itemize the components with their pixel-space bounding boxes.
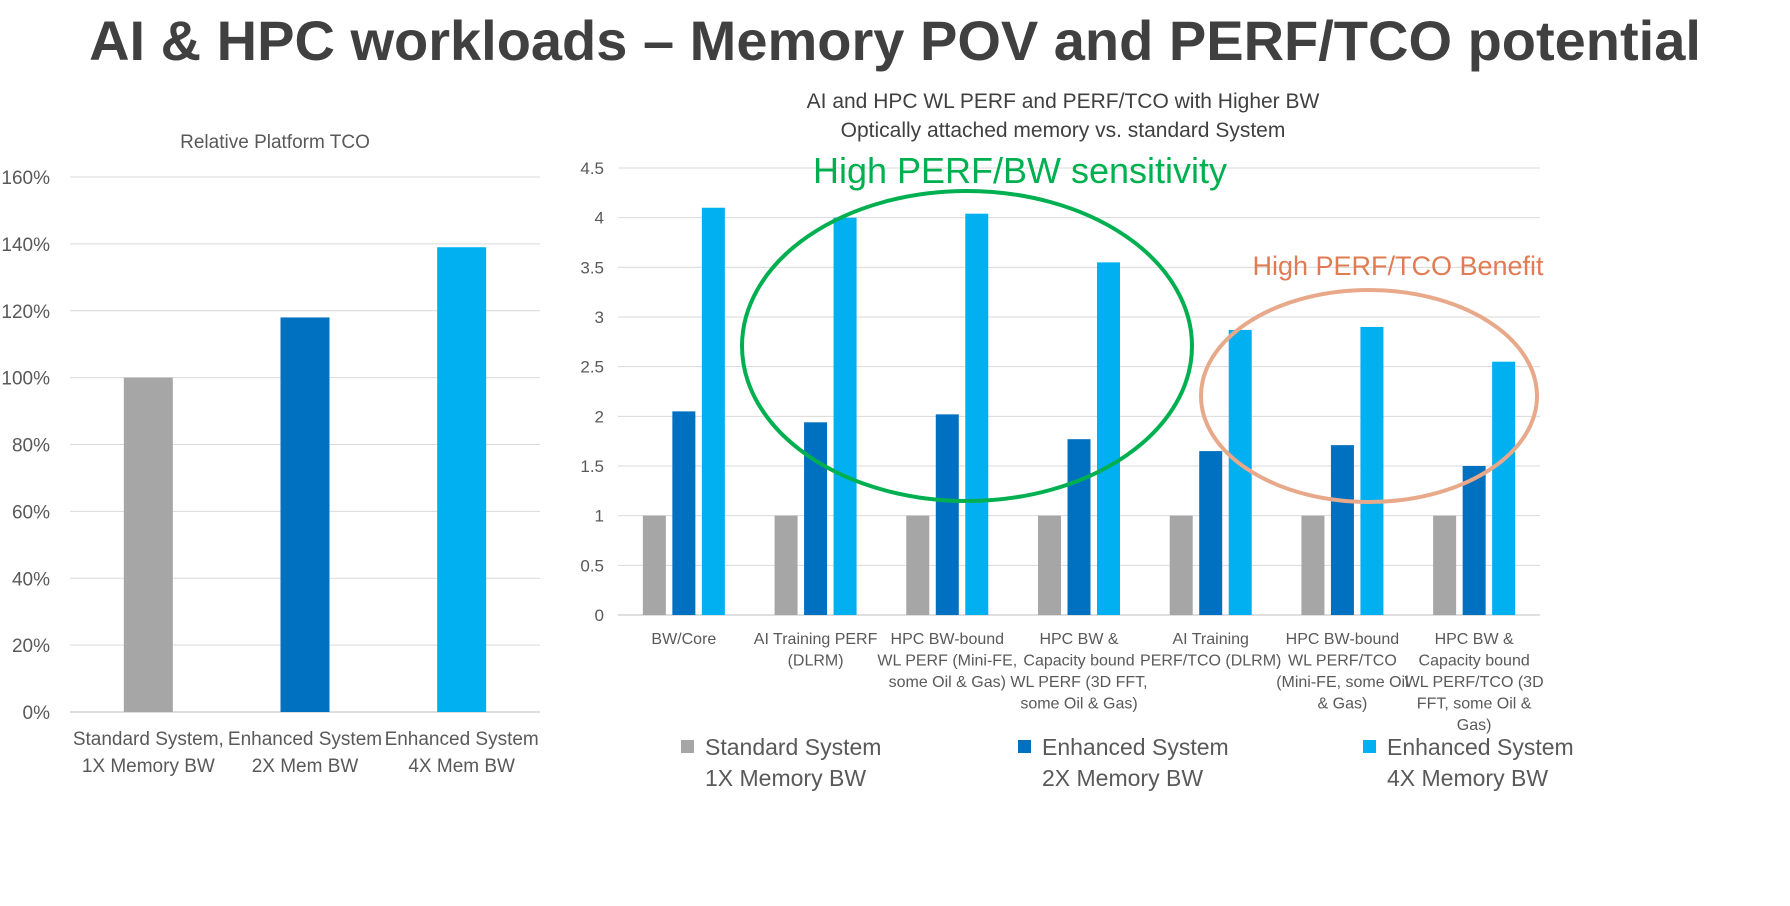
y-tick-label: 60% bbox=[12, 502, 50, 523]
bar bbox=[701, 207, 725, 615]
bar bbox=[1067, 439, 1091, 615]
bar bbox=[1301, 515, 1325, 615]
x-tick-label: 2X Mem BW bbox=[252, 756, 359, 777]
bar bbox=[1199, 451, 1223, 615]
bar bbox=[935, 414, 959, 615]
relative-tco-chart: Relative Platform TCO 0% 20% 40% 60% 80% 100% 1… bbox=[1, 132, 540, 777]
chart-title: AI and HPC WL PERF and PERF/TCO with Hig… bbox=[807, 90, 1320, 113]
bar bbox=[437, 247, 487, 712]
legend-swatch bbox=[1018, 740, 1031, 753]
y-tick-label: 1.5 bbox=[580, 457, 604, 476]
sensitivity-ellipse bbox=[740, 189, 1194, 503]
y-tick-label: 3 bbox=[595, 308, 604, 327]
x-tick-label: Capacity bound bbox=[1023, 653, 1134, 670]
legend-label: Enhanced System bbox=[1042, 734, 1229, 760]
x-tick-label: Gas) bbox=[1457, 717, 1492, 734]
x-tick-label: WL PERF/TCO bbox=[1288, 653, 1397, 670]
bar bbox=[642, 515, 666, 615]
legend-label: 2X Memory BW bbox=[1042, 765, 1203, 791]
x-tick-label: HPC BW-bound bbox=[1286, 631, 1400, 648]
y-tick-label: 2 bbox=[595, 407, 604, 426]
y-tick-label: 0 bbox=[595, 606, 604, 625]
legend-label: 4X Memory BW bbox=[1387, 765, 1548, 791]
bar bbox=[1169, 515, 1193, 615]
bar bbox=[280, 317, 330, 712]
x-tick-label: (Mini-FE, some Oil bbox=[1276, 674, 1408, 691]
x-tick-label: 4X Mem BW bbox=[408, 756, 515, 777]
x-tick-label: WL PERF (Mini-FE, bbox=[877, 653, 1017, 670]
x-tick-label: 1X Memory BW bbox=[82, 756, 215, 777]
bar bbox=[672, 411, 696, 615]
y-tick-label: 100% bbox=[1, 369, 50, 390]
x-tick-label: HPC BW & bbox=[1039, 631, 1118, 648]
bar bbox=[1492, 361, 1516, 615]
x-tick-label: PERF/TCO (DLRM) bbox=[1140, 653, 1281, 670]
bar bbox=[1330, 445, 1354, 615]
x-tick-label: & Gas) bbox=[1318, 696, 1368, 713]
y-tick-label: 4.5 bbox=[580, 159, 604, 178]
y-tick-label: 20% bbox=[12, 636, 50, 657]
y-tick-label: 140% bbox=[1, 235, 50, 256]
legend-swatch bbox=[1363, 740, 1376, 753]
x-tick-label: FFT, some Oil & bbox=[1417, 696, 1532, 713]
x-tick-label: Enhanced System bbox=[228, 729, 382, 750]
bar bbox=[1228, 329, 1252, 615]
tco-benefit-ellipse bbox=[1199, 288, 1539, 504]
y-tick-label: 40% bbox=[12, 569, 50, 590]
x-tick-label: some Oil & Gas) bbox=[889, 674, 1006, 691]
x-tick-label: Standard System, bbox=[73, 729, 224, 750]
chart-title: Relative Platform TCO bbox=[180, 132, 370, 153]
y-tick-label: 3.5 bbox=[580, 258, 604, 277]
bar bbox=[123, 377, 173, 712]
x-tick-label: some Oil & Gas) bbox=[1020, 696, 1137, 713]
bar bbox=[774, 515, 798, 615]
y-tick-label: 80% bbox=[12, 436, 50, 457]
slide-title: AI & HPC workloads – Memory POV and PERF… bbox=[89, 9, 1701, 72]
y-tick-label: 1 bbox=[595, 507, 604, 526]
x-tick-label: AI Training bbox=[1172, 631, 1248, 648]
y-tick-label: 0% bbox=[23, 703, 51, 724]
bar bbox=[1038, 515, 1061, 615]
y-tick-label: 0.5 bbox=[580, 556, 604, 575]
chart-title: Optically attached memory vs. standard S… bbox=[841, 119, 1286, 142]
bar bbox=[1097, 262, 1120, 615]
x-tick-label: WL PERF/TCO (3D bbox=[1405, 674, 1544, 691]
legend-label: Enhanced System bbox=[1387, 734, 1574, 760]
x-tick-label: BW/Core bbox=[651, 631, 716, 648]
bar bbox=[833, 217, 857, 615]
x-tick-label: (DLRM) bbox=[788, 653, 844, 670]
bar bbox=[965, 213, 989, 615]
legend-label: Standard System bbox=[705, 734, 881, 760]
bar bbox=[804, 422, 828, 615]
x-tick-label: WL PERF (3D FFT, bbox=[1010, 674, 1147, 691]
bar bbox=[906, 515, 930, 615]
x-tick-label: HPC BW-bound bbox=[891, 631, 1005, 648]
annotation-tco-benefit: High PERF/TCO Benefit bbox=[1252, 251, 1544, 281]
x-tick-label: Enhanced System bbox=[385, 729, 539, 750]
y-tick-label: 120% bbox=[1, 302, 50, 323]
x-tick-label: AI Training PERF bbox=[754, 631, 878, 648]
bar bbox=[1433, 515, 1457, 615]
y-tick-label: 2.5 bbox=[580, 358, 604, 377]
x-tick-label: HPC BW & bbox=[1435, 631, 1514, 648]
legend-swatch bbox=[681, 740, 694, 753]
y-tick-label: 160% bbox=[1, 168, 50, 189]
annotation-sensitivity: High PERF/BW sensitivity bbox=[813, 150, 1227, 191]
x-tick-label: Capacity bound bbox=[1419, 653, 1530, 670]
bar bbox=[1360, 326, 1384, 615]
legend-label: 1X Memory BW bbox=[705, 765, 866, 791]
y-tick-label: 4 bbox=[595, 209, 604, 228]
bar bbox=[1462, 466, 1486, 615]
